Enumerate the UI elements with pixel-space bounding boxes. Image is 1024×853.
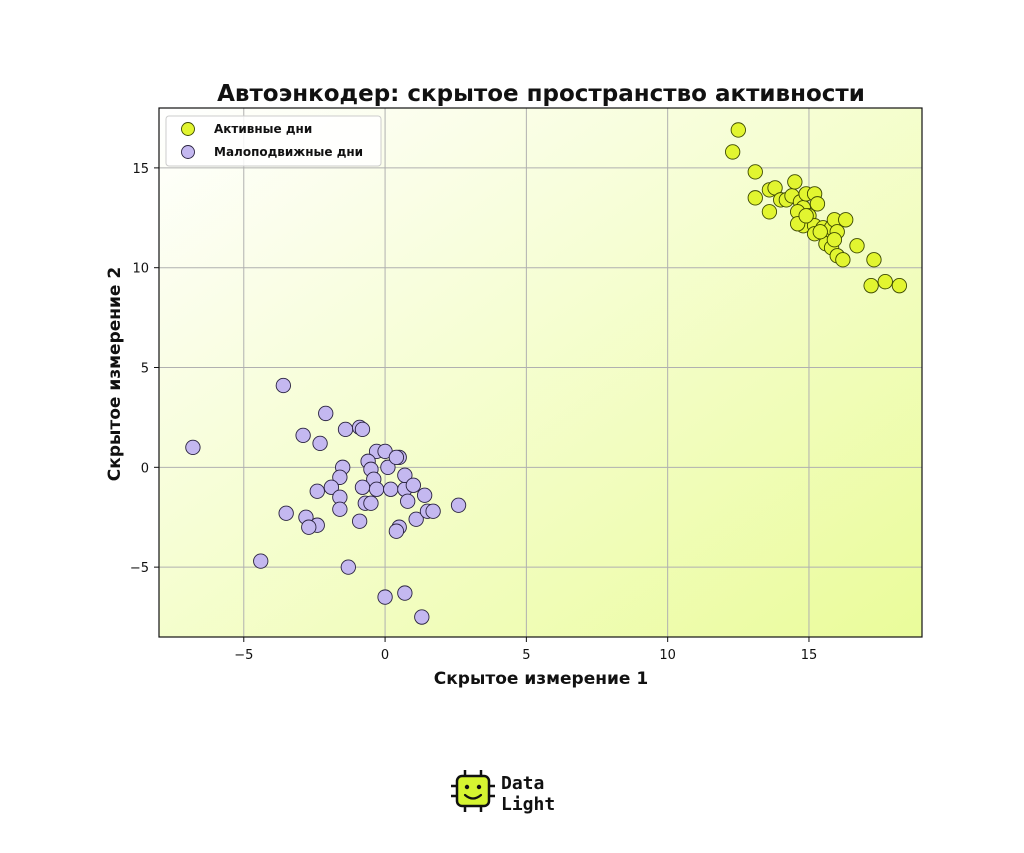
point-sedentary: [301, 519, 317, 535]
point-active: [809, 196, 826, 212]
point-sedentary: [318, 405, 334, 422]
point-sedentary: [312, 435, 328, 452]
legend-label-active: Активные дни: [214, 122, 312, 136]
point-active: [826, 232, 843, 248]
point-sedentary: [450, 497, 467, 513]
legend: Активные дни Малоподвижные дни: [165, 115, 382, 167]
y-tick-label: 0: [141, 461, 149, 476]
chart-title: Автоэнкодер: скрытое пространство активн…: [217, 81, 865, 107]
point-sedentary: [337, 421, 354, 438]
point-sedentary: [332, 469, 348, 485]
point-active: [747, 190, 763, 206]
point-sedentary: [368, 481, 385, 497]
grid: [159, 108, 922, 637]
series-active: [725, 122, 908, 294]
point-sedentary: [354, 479, 371, 495]
point-sedentary: [383, 481, 399, 497]
point-active: [787, 174, 803, 190]
point-sedentary: [397, 585, 413, 601]
x-tick-label: 15: [801, 648, 818, 663]
point-sedentary: [323, 479, 340, 495]
y-tick-label: 10: [132, 262, 149, 277]
point-sedentary: [380, 459, 396, 475]
point-sedentary: [309, 483, 325, 499]
y-tick-label: −5: [130, 561, 149, 576]
point-sedentary: [408, 511, 424, 527]
point-sedentary: [416, 487, 433, 503]
axes: −5 0 5 10 15 −5 0 5 10 15: [130, 162, 817, 663]
brand-logo: Data Light: [451, 770, 555, 815]
x-tick-label: 0: [381, 648, 389, 663]
point-sedentary: [332, 501, 348, 517]
point-sedentary: [397, 467, 413, 483]
x-tick-label: 5: [522, 648, 530, 663]
point-active: [877, 274, 893, 290]
point-sedentary: [363, 495, 379, 511]
point-active: [863, 278, 879, 294]
data-points: [185, 122, 908, 625]
point-active: [891, 278, 908, 294]
point-sedentary: [388, 523, 405, 539]
x-axis-title: Скрытое измерение 1: [434, 669, 648, 689]
point-sedentary: [278, 505, 294, 521]
chip-smiley-icon: [451, 770, 495, 812]
point-sedentary: [340, 559, 356, 575]
brand-name-line2: Light: [501, 794, 555, 815]
point-active: [849, 238, 865, 254]
legend-label-sedentary: Малоподвижные дни: [214, 145, 363, 159]
point-active: [761, 204, 778, 220]
point-sedentary: [405, 477, 421, 493]
y-tick-label: 5: [141, 362, 149, 377]
point-active: [798, 208, 814, 224]
point-active: [812, 224, 828, 240]
point-sedentary: [388, 449, 405, 465]
x-tick-label: 10: [659, 648, 676, 663]
point-sedentary: [400, 493, 416, 509]
plot-frame: [158, 107, 923, 638]
point-sedentary: [351, 513, 368, 529]
y-tick-label: 15: [132, 162, 149, 177]
point-active: [838, 212, 854, 228]
y-axis-title: Скрытое измерение 2: [105, 267, 125, 481]
series-sedentary: [185, 377, 467, 625]
point-active: [866, 252, 882, 268]
point-sedentary: [414, 609, 430, 625]
legend-marker-sedentary: [181, 145, 195, 159]
legend-box: [165, 115, 382, 167]
point-sedentary: [377, 589, 393, 605]
legend-marker-active: [181, 122, 195, 136]
point-active: [835, 252, 851, 268]
point-active: [725, 144, 741, 160]
point-sedentary: [185, 439, 201, 456]
point-sedentary: [425, 503, 441, 519]
point-sedentary: [275, 377, 291, 394]
brand-name-line1: Data: [501, 773, 544, 794]
point-active: [730, 122, 746, 138]
point-sedentary: [253, 553, 269, 569]
x-tick-label: −5: [234, 648, 253, 663]
point-sedentary: [354, 421, 371, 438]
point-active: [747, 164, 763, 180]
point-sedentary: [295, 427, 311, 444]
